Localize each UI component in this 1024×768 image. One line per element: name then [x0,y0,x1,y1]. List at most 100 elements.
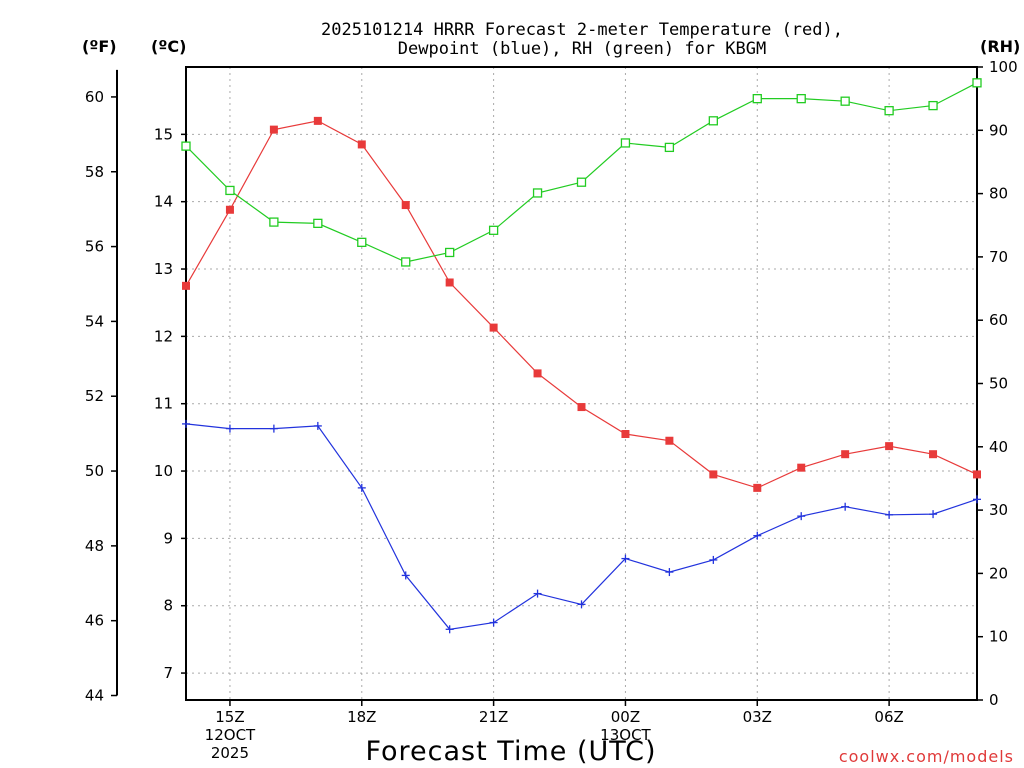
celsius-tick-label-7: 7 [163,664,173,682]
rh-point-18 [972,78,982,88]
rh-point-17 [928,100,938,111]
celsius-tick-label-15: 15 [154,125,173,143]
x-tick-label-15Z-0: 15Z [215,708,244,726]
temperature-point-8 [533,369,542,378]
temperature-point-4 [357,140,366,149]
rh-point-6 [445,247,455,258]
fahrenheit-tick-label-60: 60 [85,88,104,106]
x-tick-label-15Z-2: 2025 [211,744,249,762]
dewpoint-point-18 [973,495,981,504]
chart-title-line-1: 2025101214 HRRR Forecast 2-meter Tempera… [321,20,843,40]
rh-point-4 [357,237,367,247]
dewpoint-line [185,423,978,630]
dewpoint-point-3 [313,421,322,430]
celsius-tick-label-13: 13 [154,260,173,278]
rh-point-1 [225,185,235,196]
series-layer [181,78,982,634]
dewpoint-point-7 [489,618,498,627]
rh-point-3 [313,218,323,229]
rh-tick-label-0: 0 [989,691,999,709]
temperature-line [185,120,978,489]
rh-point-9 [576,177,587,187]
rh-line [185,82,978,263]
x-tick-label-21Z-0: 21Z [479,708,508,726]
temperature-point-10 [621,430,630,439]
rh-series [181,78,982,267]
celsius-tick-label-10: 10 [154,462,173,480]
temperature-point-9 [577,403,586,412]
rh-point-16 [884,106,894,116]
rh-point-12 [708,116,718,126]
rh-tick-label-80: 80 [989,185,1008,203]
fahrenheit-tick-label-44: 44 [85,687,104,705]
temperature-point-2 [269,125,278,134]
dewpoint-point-16 [885,510,894,519]
rh-tick-label-30: 30 [989,501,1008,519]
rh-tick-label-60: 60 [989,311,1008,329]
temperature-point-12 [709,470,718,479]
temperature-point-17 [929,450,938,459]
fahrenheit-tick-label-50: 50 [85,462,104,480]
celsius-tick-label-9: 9 [163,529,173,547]
dewpoint-point-5 [401,571,410,580]
celsius-tick-label-11: 11 [154,395,173,413]
dewpoint-series [182,419,981,634]
chart-title: 2025101214 HRRR Forecast 2-meter Tempera… [321,20,843,59]
temperature-point-13 [753,483,762,492]
temperature-point-16 [885,442,894,451]
dewpoint-point-2 [269,424,278,433]
fahrenheit-tick-label-48: 48 [85,537,104,555]
dewpoint-point-10 [621,554,630,563]
rh-tick-label-10: 10 [989,628,1008,646]
dewpoint-point-11 [665,568,674,577]
dewpoint-point-6 [445,625,454,634]
celsius-unit-label: (ºC) [151,37,186,56]
temperature-point-18 [973,470,981,479]
temperature-point-11 [665,436,674,445]
axes [111,66,983,706]
fahrenheit-tick-label-52: 52 [85,387,104,405]
temperature-point-7 [489,323,498,332]
x-axis-label: Forecast Time (UTC) [365,736,656,767]
rh-point-7 [488,225,499,235]
x-tick-label-00Z-0: 00Z [611,708,640,726]
celsius-tick-label-12: 12 [154,327,173,345]
rh-point-0 [181,141,191,151]
dewpoint-point-9 [577,600,586,609]
fahrenheit-unit-label: (ºF) [82,37,117,56]
rh-tick-label-20: 20 [989,564,1008,582]
rh-point-15 [840,96,850,106]
x-tick-label-18Z-0: 18Z [347,708,376,726]
temperature-point-15 [841,450,850,459]
dewpoint-point-1 [225,424,234,433]
x-tick-label-00Z-1: 13OCT [600,726,651,744]
celsius-tick-label-8: 8 [163,597,173,615]
rh-tick-label-90: 90 [989,121,1008,139]
celsius-tick-label-14: 14 [154,193,173,211]
chart-title-line-2: Dewpoint (blue), RH (green) for KBGM [398,39,766,59]
rh-point-10 [620,138,631,148]
rh-unit-label: (RH) [980,37,1020,56]
rh-tick-label-40: 40 [989,438,1008,456]
dewpoint-point-15 [841,502,850,511]
rh-point-5 [401,257,411,267]
x-tick-label-03Z-0: 03Z [743,708,772,726]
temperature-point-1 [225,205,234,214]
dewpoint-point-14 [797,512,806,521]
fahrenheit-tick-label-46: 46 [85,612,104,630]
tick-labels: 44 46 48 50 52 54 56 58 60 7 8 9 10 11 12 13 14 15 0 10 20 30… [85,58,1018,762]
dewpoint-point-12 [709,555,718,564]
dewpoint-point-13 [753,531,762,540]
temperature-point-14 [797,463,806,472]
dewpoint-point-0 [182,419,190,428]
x-tick-label-15Z-1: 12OCT [205,726,256,744]
rh-point-11 [664,142,675,153]
fahrenheit-tick-label-58: 58 [85,163,104,181]
fahrenheit-tick-label-56: 56 [85,238,104,256]
rh-point-13 [752,94,762,104]
x-tick-label-06Z-0: 06Z [874,708,903,726]
temperature-point-0 [182,281,190,290]
rh-tick-label-50: 50 [989,375,1008,393]
credit-label: coolwx.com/models [839,747,1014,766]
